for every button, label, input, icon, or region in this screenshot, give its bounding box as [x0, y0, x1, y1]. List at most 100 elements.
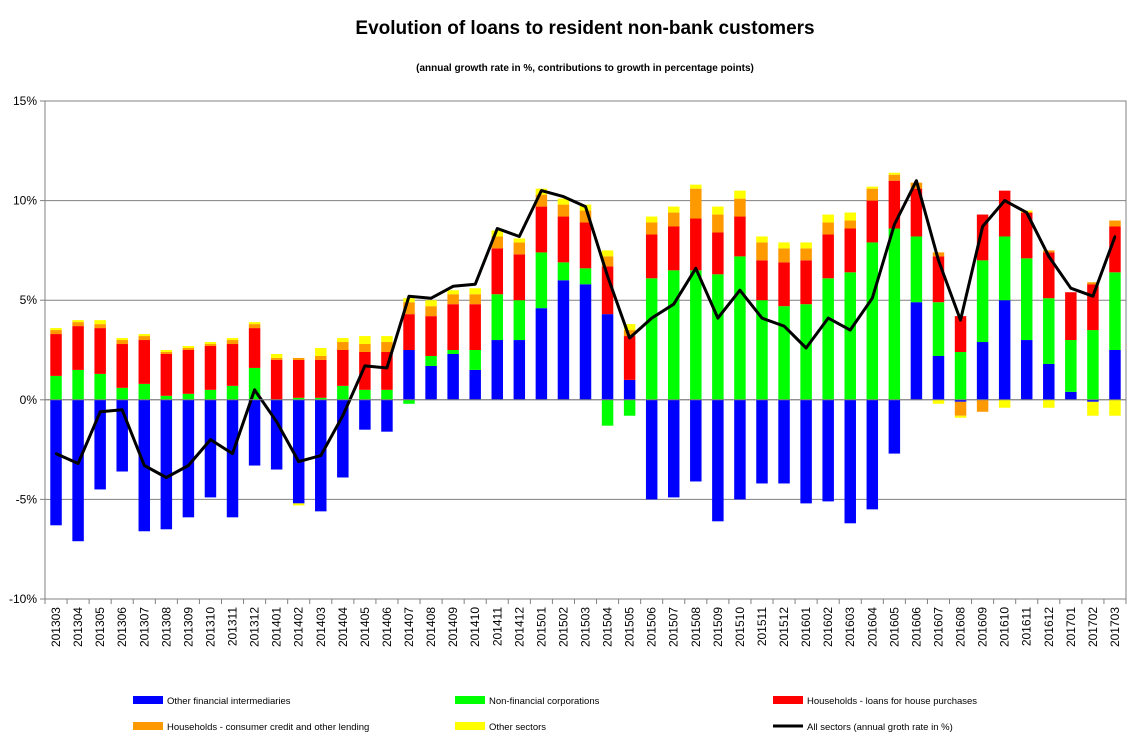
bar-households-consumer-credit-and-other-lending-201404	[337, 342, 349, 350]
bar-households-consumer-credit-and-other-lending-201406	[381, 342, 393, 352]
legend-label-other-financial-intermediaries: Other financial intermediaries	[167, 696, 291, 707]
point-all-sectors-201507	[672, 302, 675, 306]
legend-label-all-sectors-annual-groth-rate-in: All sectors (annual groth rate in %)	[807, 722, 953, 733]
bar-households-loans-for-house-purchases-201609	[976, 214, 989, 261]
x-tick-label: 201603	[843, 607, 857, 647]
bar-households-consumer-credit-and-other-lending-201310	[204, 344, 217, 347]
bar-households-consumer-credit-and-other-lending-201509	[712, 214, 724, 233]
point-all-sectors-201305	[98, 410, 102, 413]
bar-other-sectors-201305	[94, 320, 106, 325]
point-all-sectors-201608	[959, 318, 962, 322]
x-tick-label: 201504	[601, 607, 615, 647]
bar-other-financial-intermediaries-201508	[690, 399, 702, 482]
bar-non-financial-corporations-201406	[381, 389, 393, 400]
bar-non-financial-corporations-201610	[998, 236, 1011, 301]
x-tick-label: 201610	[998, 607, 1012, 647]
y-tick-label: -10%	[9, 592, 37, 606]
x-tick-label: 201410	[468, 607, 482, 647]
bar-other-financial-intermediaries-201311	[226, 399, 239, 518]
bar-other-sectors-201607	[932, 399, 945, 404]
bar-households-loans-for-house-purchases-201703	[1109, 226, 1121, 273]
bar-other-financial-intermediaries-201504	[601, 314, 614, 400]
bar-households-consumer-credit-and-other-lending-201703	[1109, 220, 1121, 227]
point-all-sectors-201502	[562, 195, 565, 198]
bar-non-financial-corporations-201402	[292, 397, 305, 400]
bar-other-financial-intermediaries-201412	[513, 340, 526, 400]
x-tick-label: 201409	[446, 607, 460, 647]
point-all-sectors-201603	[849, 328, 852, 332]
bar-non-financial-corporations-201509	[712, 274, 724, 400]
point-all-sectors-201610	[1003, 199, 1006, 202]
bar-households-loans-for-house-purchases-201405	[359, 351, 371, 390]
bar-other-financial-intermediaries-201501	[535, 308, 548, 400]
point-all-sectors-201312	[253, 388, 256, 392]
legend-label-non-financial-corporations: Non-financial corporations	[489, 696, 600, 707]
y-tick-label: 5%	[20, 293, 38, 307]
bar-other-sectors-201507	[668, 206, 680, 213]
x-tick-label: 201501	[534, 607, 548, 647]
bar-other-financial-intermediaries-201601	[800, 399, 812, 504]
bar-other-sectors-201405	[359, 336, 371, 345]
point-all-sectors-201403	[319, 454, 322, 457]
bar-households-consumer-credit-and-other-lending-201312	[248, 324, 261, 329]
bar-other-sectors-201308	[160, 350, 173, 352]
bar-households-consumer-credit-and-other-lending-201410	[469, 294, 481, 305]
bar-households-loans-for-house-purchases-201412	[513, 254, 526, 301]
bar-households-loans-for-house-purchases-201404	[337, 350, 349, 386]
bar-non-financial-corporations-201503	[579, 268, 592, 285]
bar-households-loans-for-house-purchases-201612	[1043, 252, 1055, 299]
x-tick-label: 201404	[336, 607, 350, 647]
bar-other-sectors-201702	[1087, 401, 1099, 416]
bar-households-consumer-credit-and-other-lending-201512	[778, 248, 790, 263]
point-all-sectors-201405	[363, 364, 367, 368]
bar-households-consumer-credit-and-other-lending-201307	[138, 336, 151, 341]
bar-households-consumer-credit-and-other-lending-201503	[579, 210, 592, 223]
bar-non-financial-corporations-201403	[315, 397, 327, 400]
bar-non-financial-corporations-201502	[557, 262, 570, 281]
x-tick-label: 201510	[733, 607, 747, 647]
point-all-sectors-201410	[473, 283, 477, 286]
bar-other-financial-intermediaries-201303	[50, 399, 62, 526]
legend: Other financial intermediaries Non-financ…	[133, 696, 977, 733]
x-tick-label: 201511	[755, 607, 769, 646]
bar-other-financial-intermediaries-201701	[1065, 391, 1077, 400]
bar-non-financial-corporations-201609	[976, 260, 989, 343]
bar-households-loans-for-house-purchases-201508	[690, 218, 702, 271]
bar-households-consumer-credit-and-other-lending-201308	[160, 351, 173, 354]
bar-other-financial-intermediaries-201306	[116, 399, 128, 472]
bar-households-consumer-credit-and-other-lending-201501	[535, 194, 548, 207]
axes: -10% -5% 0% 5% 10% 15% 201303 201304 201305 20130…	[9, 94, 1127, 647]
x-tick-label: 201305	[93, 607, 107, 647]
bar-other-sectors-201509	[712, 206, 724, 215]
bar-non-financial-corporations-201311	[226, 385, 239, 400]
bar-households-loans-for-house-purchases-201502	[557, 216, 570, 263]
bar-other-sectors-201303	[50, 328, 62, 331]
bar-households-loans-for-house-purchases-201406	[381, 351, 393, 390]
bar-non-financial-corporations-201504	[601, 399, 614, 426]
bar-other-sectors-201610	[998, 399, 1011, 408]
bar-other-sectors-201410	[469, 288, 481, 295]
bar-households-consumer-credit-and-other-lending-201702	[1087, 282, 1099, 285]
bar-households-consumer-credit-and-other-lending-201411	[491, 236, 503, 249]
point-all-sectors-201702	[1091, 295, 1095, 298]
bar-households-loans-for-house-purchases-201608	[954, 316, 967, 352]
bar-households-consumer-credit-and-other-lending-201604	[866, 188, 879, 201]
legend-swatch-households-consumer-credit-and-other-lending	[133, 722, 163, 730]
x-tick-label: 201407	[402, 607, 416, 647]
bar-other-sectors-201304	[72, 320, 84, 323]
x-tick-label: 201411	[490, 607, 504, 646]
bar-households-loans-for-house-purchases-201310	[204, 346, 217, 390]
bar-households-consumer-credit-and-other-lending-201511	[756, 242, 768, 261]
bar-non-financial-corporations-201505	[623, 399, 636, 416]
bar-non-financial-corporations-201307	[138, 383, 151, 400]
bar-other-sectors-201409	[447, 290, 459, 295]
bar-other-financial-intermediaries-201506	[645, 399, 658, 500]
line-series	[54, 179, 1117, 479]
bar-other-financial-intermediaries-201607	[932, 355, 945, 400]
bar-other-sectors-201406	[381, 336, 393, 343]
bar-other-sectors-201412	[513, 238, 526, 243]
bar-other-financial-intermediaries-201509	[712, 399, 724, 522]
bar-other-sectors-201506	[645, 216, 658, 223]
bar-other-sectors-201404	[337, 338, 349, 343]
